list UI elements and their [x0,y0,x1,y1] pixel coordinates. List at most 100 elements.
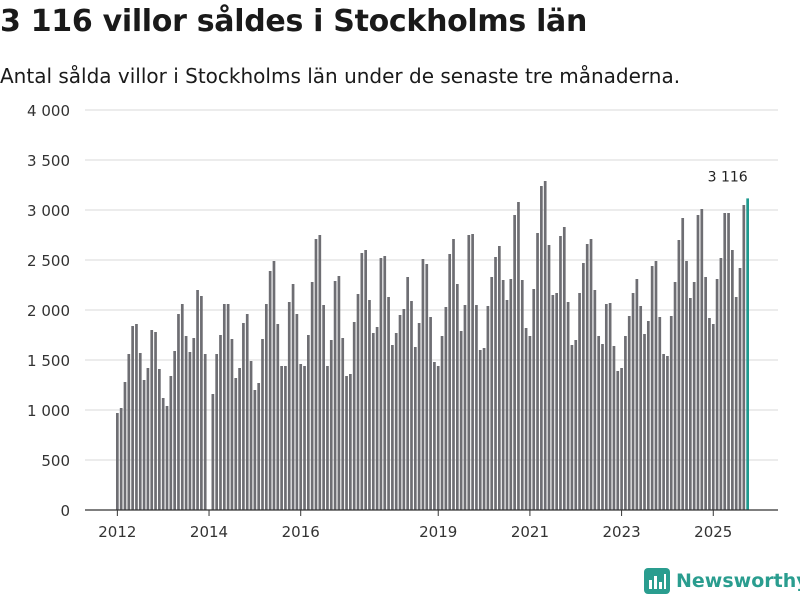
bar-chart-logo-icon [644,568,670,594]
bar [352,322,356,510]
bar [268,271,272,510]
bar [711,324,715,510]
bar [349,374,352,510]
y-tick-label: 1 000 [27,402,70,420]
bar [196,290,199,510]
bar [322,305,325,510]
bar [421,259,425,510]
bar-highlight [746,198,749,510]
bar [119,408,123,510]
bar [490,277,494,510]
bar [211,394,215,510]
bar [249,361,253,510]
bar [436,366,440,510]
bar [188,352,192,510]
bar [161,398,165,510]
bar [203,354,207,510]
bar [608,303,612,510]
bar [356,294,360,510]
bar [215,354,219,510]
bar [154,332,157,510]
bar [368,300,371,510]
bar [425,264,429,510]
bar [402,309,406,510]
bar [375,327,379,510]
bar [379,258,383,510]
bar [406,277,410,510]
bar [280,366,283,510]
bar [272,261,276,510]
bar [371,333,375,510]
bar [734,297,738,510]
bar [669,316,673,510]
y-tick-label: 4 000 [27,102,70,120]
bar [158,369,161,510]
bar [234,378,238,510]
bar [524,328,528,510]
x-tick-label: 2012 [98,523,136,541]
bar [387,297,390,510]
bar [471,234,474,510]
bar [578,293,581,510]
bar [310,282,314,510]
bar [291,284,295,510]
bar [639,306,643,510]
bar [329,340,333,510]
bar [131,326,134,510]
bar [509,279,513,510]
bar [150,330,154,510]
bar [654,261,658,510]
bar [620,368,623,510]
y-tick-label: 1 500 [27,352,70,370]
bar [738,268,742,510]
y-tick-label: 3 000 [27,202,70,220]
bar [295,314,299,510]
bar [593,290,597,510]
x-tick-label: 2021 [511,523,549,541]
bar [417,323,421,510]
bar [467,235,471,510]
bar [326,366,329,510]
bar [604,304,608,510]
bar [662,354,665,510]
bar [689,298,692,510]
bar [123,382,127,510]
y-tick-label: 500 [41,452,70,470]
bar [444,307,448,510]
y-tick-label: 2 500 [27,252,70,270]
bar [448,254,452,510]
bar [440,336,444,510]
bar [501,280,505,510]
bar [299,364,303,510]
bar [173,351,176,510]
bar [612,346,616,510]
x-tick-label: 2019 [419,523,457,541]
bar [318,235,322,510]
bar [314,239,318,510]
bar [337,276,341,510]
page-title: 3 116 villor såldes i Stockholms län [0,4,588,39]
bar [505,300,509,510]
bar [364,250,367,510]
bar [169,376,173,510]
bar [643,334,646,510]
bar [700,209,704,510]
bar [646,321,650,510]
x-tick-label: 2023 [602,523,640,541]
bar [276,324,280,510]
bar [245,314,249,510]
bar [394,333,398,510]
bar [681,218,685,510]
bar [677,240,681,510]
chart-subtitle: Antal sålda villor i Stockholms län unde… [0,64,681,88]
bar [555,293,558,510]
bar [429,317,432,510]
bar [238,368,241,510]
bar [391,345,394,510]
bar [635,279,639,510]
bar [673,282,677,510]
bar [463,305,467,510]
bar [692,282,696,510]
bar [478,350,482,510]
bar [433,362,436,510]
